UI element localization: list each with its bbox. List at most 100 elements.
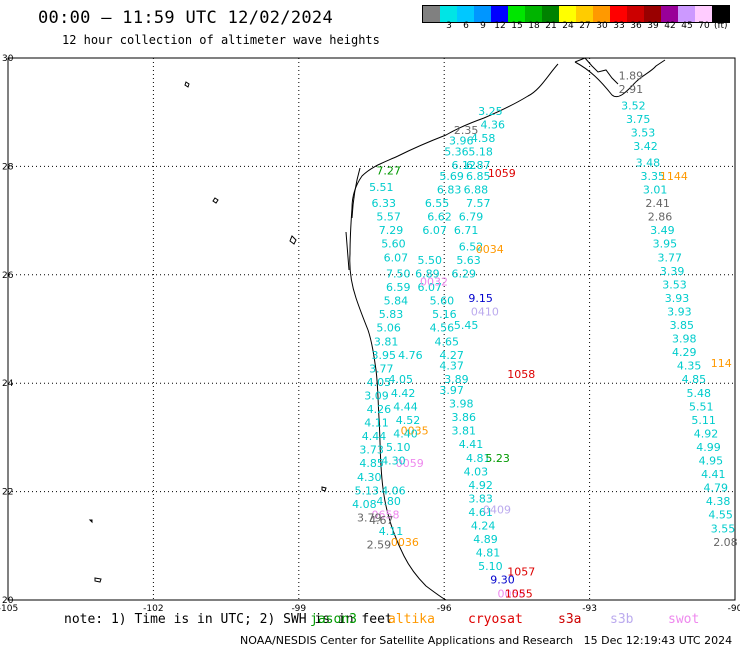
color-swatch [423, 6, 440, 22]
satellite-name-jason3: jason3 [310, 612, 357, 627]
wave-height-value: 5.48 [687, 387, 712, 400]
wave-height-value: 3.81 [451, 425, 476, 438]
color-scale-tick: 24 [562, 21, 574, 31]
wave-height-value: 5.36 [444, 146, 469, 159]
wave-height-value: 7.27 [376, 165, 401, 178]
satellite-name-cryosat: cryosat [468, 612, 523, 627]
wave-height-value: 6.87 [466, 159, 491, 172]
wave-height-value: 6.55 [425, 197, 450, 210]
pass-time-label: 1055 [505, 587, 533, 600]
wave-height-value: 3.97 [439, 384, 464, 397]
wave-height-value: 3.49 [650, 224, 675, 237]
wave-height-value: 4.85 [359, 457, 384, 470]
wave-height-value: 4.44 [393, 400, 418, 413]
color-swatch [661, 6, 678, 22]
lat-tick-label: 24 [2, 379, 14, 389]
wave-height-value: 3.55 [711, 522, 736, 535]
wave-height-value: 4.85 [682, 373, 707, 386]
wave-height-value: 6.83 [437, 184, 462, 197]
wave-height-value: 4.81 [476, 547, 501, 560]
satellite-name-swot: swot [668, 612, 700, 627]
color-swatch [644, 6, 661, 22]
wave-height-value: 4.06 [381, 484, 406, 497]
wave-height-value: 3.25 [478, 105, 503, 118]
wave-height-value: 4.11 [364, 417, 389, 430]
pass-time-label: 0410 [471, 305, 499, 318]
wave-height-value: 6.71 [454, 224, 479, 237]
wave-height-value: 3.77 [369, 362, 394, 375]
wave-height-value: 6.07 [422, 224, 447, 237]
wave-height-value: 3.81 [374, 335, 399, 348]
wave-height-value: 4.05 [388, 373, 413, 386]
satellite-name-s3a: s3a [558, 612, 582, 627]
wave-height-value: 3.98 [672, 333, 697, 346]
color-swatch [508, 6, 525, 22]
wave-height-value: 3.85 [670, 319, 695, 332]
wave-height-value: 3.95 [653, 238, 678, 251]
wave-height-value: 6.52 [459, 240, 484, 253]
color-scale-tick: 45 [681, 21, 693, 31]
island-d [88, 519, 93, 524]
wave-height-value: 4.30 [381, 455, 406, 468]
wave-height-value: 5.23 [485, 452, 510, 465]
color-swatch [695, 6, 712, 22]
wave-height-value: 4.40 [393, 427, 418, 440]
color-swatch [474, 6, 491, 22]
wave-height-value: 4.95 [699, 455, 724, 468]
color-scale-unit: (ft) [714, 21, 728, 31]
map-grid [7, 57, 736, 601]
color-scale-tick: 15 [511, 21, 523, 31]
wave-height-value: 4.03 [464, 465, 489, 478]
color-scale-tick: 36 [630, 21, 642, 31]
mississippi-delta [574, 57, 619, 85]
wave-height-value: 6.89 [415, 268, 440, 281]
wave-height-value: 4.41 [459, 438, 484, 451]
wave-height-value: 4.52 [396, 414, 421, 427]
wave-height-value: 4.24 [471, 520, 496, 533]
wave-height-value: 7.57 [466, 197, 491, 210]
wave-height-value: 3.53 [662, 278, 687, 291]
wave-height-value: 4.92 [468, 479, 493, 492]
page-subtitle: 12 hour collection of altimeter wave hei… [62, 33, 380, 47]
wave-height-value: 5.50 [418, 254, 443, 267]
wave-height-value: 6.12 [451, 159, 476, 172]
note-text: note: 1) Time is in UTC; 2) SWH is in fe… [64, 612, 393, 627]
wave-height-value: 7.50 [386, 268, 411, 281]
wave-height-value: 2.35 [454, 124, 479, 137]
lat-tick-label: 26 [2, 271, 14, 281]
color-scale-tick: 3 [446, 21, 452, 31]
pass-time-label: 1144 [660, 170, 688, 183]
wave-height-value: 3.89 [444, 373, 469, 386]
wave-height-value: 2.91 [619, 83, 644, 96]
lon-tick-label: -96 [437, 604, 452, 614]
wave-height-value: 5.11 [691, 414, 716, 427]
coastline [88, 57, 666, 601]
pass-time-label: 0409 [483, 503, 511, 516]
wave-height-value: 114 [711, 357, 732, 370]
wave-height-value: 6.88 [464, 184, 489, 197]
wave-height-value: 4.67 [369, 514, 394, 527]
color-scale-tick: 30 [596, 21, 608, 31]
wave-height-value: 2.08 [713, 536, 738, 549]
wave-height-value: 1.89 [619, 70, 644, 83]
satellite-name-s3b: s3b [610, 612, 634, 627]
wave-height-value: 9.15 [468, 292, 493, 305]
wave-height-value: 4.92 [694, 427, 719, 440]
color-scale-tick: 70 [698, 21, 710, 31]
wave-height-value: 4.37 [439, 360, 464, 373]
footer-credit: NOAA/NESDIS Center for Satellite Applica… [240, 634, 733, 647]
wave-height-value: 3.01 [643, 184, 668, 197]
wave-height-value: 3.95 [372, 349, 397, 362]
wave-height-value: 4.41 [701, 468, 726, 481]
wave-height-value: 4.58 [471, 132, 496, 145]
axis-labels: -105 -102 -99 -96 -93 -90 30 28 26 24 22 20 [0, 54, 740, 614]
pass-time-label: 0658 [372, 509, 400, 522]
wave-height-value: 3.09 [364, 389, 389, 402]
wave-height-value: 4.61 [468, 506, 493, 519]
wave-height-value: 2.59 [367, 539, 392, 552]
lat-tick-label: 20 [2, 596, 14, 606]
wave-height-value: 4.79 [703, 482, 728, 495]
wave-height-value: 4.27 [439, 349, 464, 362]
